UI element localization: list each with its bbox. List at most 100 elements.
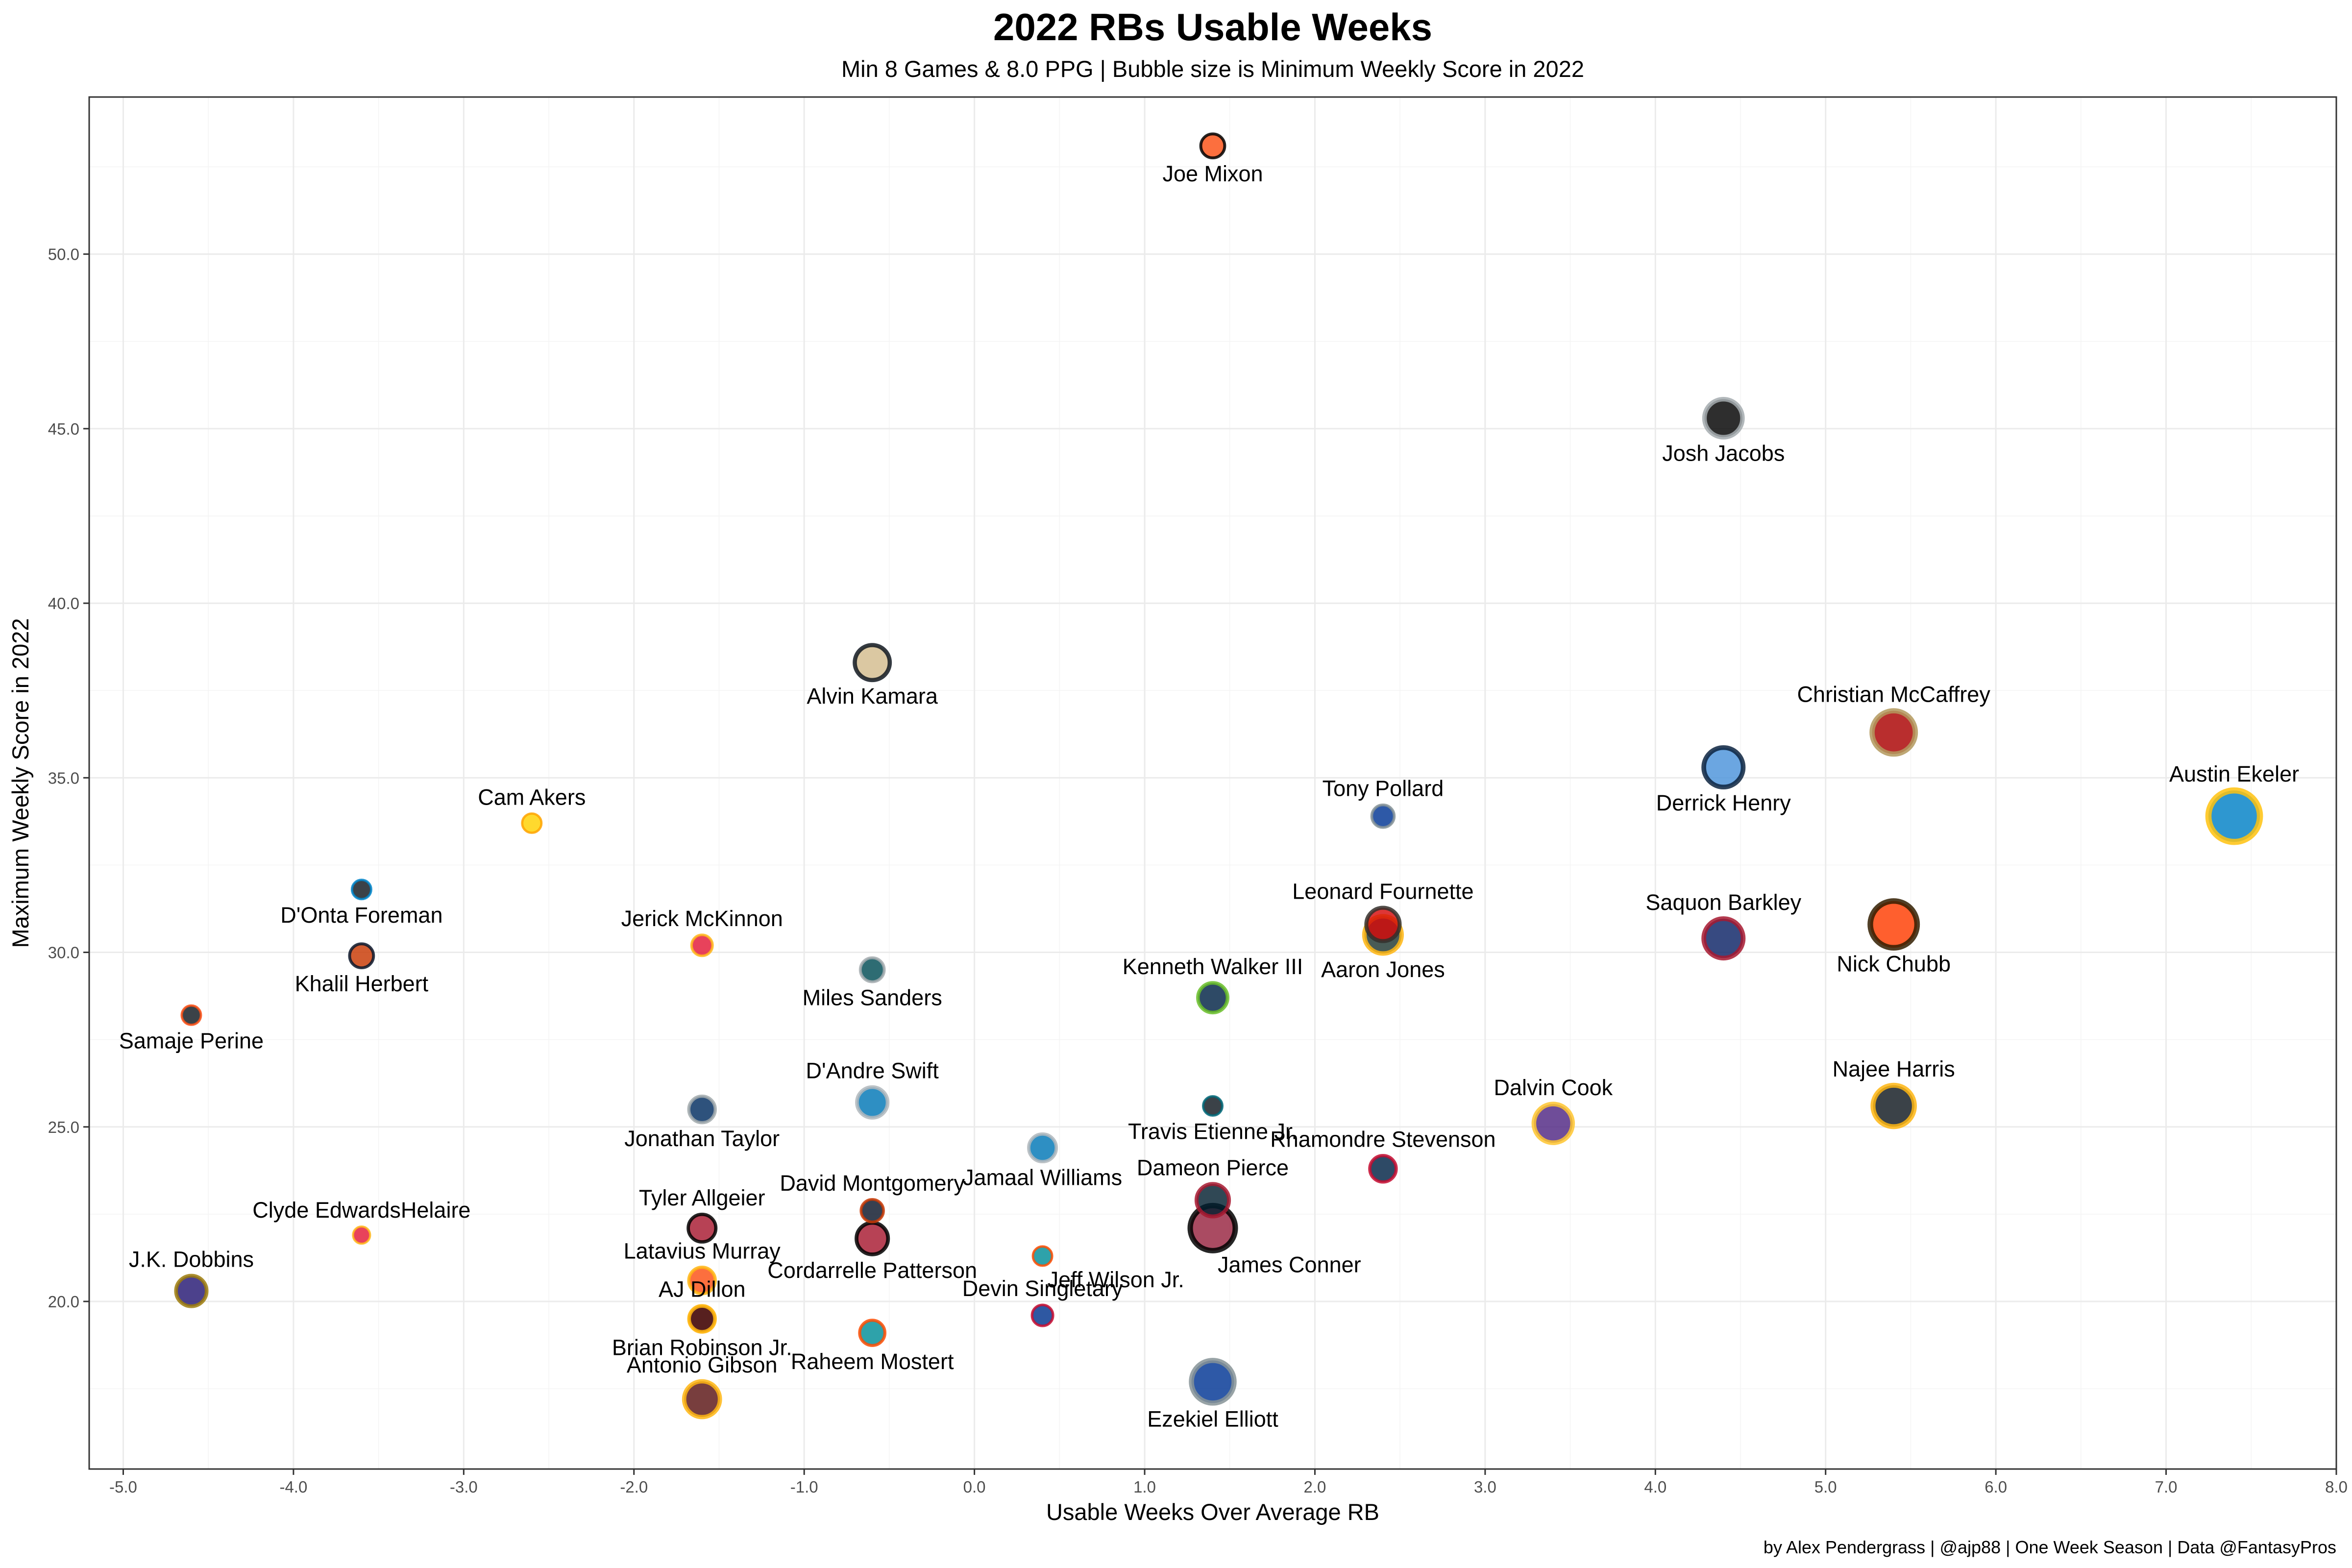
- data-point: [1368, 1154, 1398, 1184]
- point-label: Saquon Barkley: [1645, 890, 1801, 915]
- point-label: Nick Chubb: [1837, 951, 1951, 976]
- x-tick-label: 2.0: [1304, 1478, 1326, 1496]
- x-tick-label: 1.0: [1133, 1478, 1156, 1496]
- point-label: Khalil Herbert: [295, 971, 429, 996]
- data-point: [521, 812, 543, 834]
- y-tick-label: 30.0: [48, 944, 79, 962]
- data-points: [174, 132, 2263, 1420]
- x-tick-label: 6.0: [1984, 1478, 2007, 1496]
- point-label: Travis Etienne Jr.: [1128, 1119, 1298, 1144]
- data-point: [180, 1004, 202, 1026]
- point-label: Jeff Wilson Jr.: [1048, 1267, 1184, 1292]
- point-label: Rhamondre Stevenson: [1270, 1127, 1495, 1152]
- y-tick-label: 50.0: [48, 245, 79, 264]
- y-tick-label: 45.0: [48, 420, 79, 438]
- point-label: D'Andre Swift: [806, 1058, 939, 1083]
- x-tick-label: 7.0: [2155, 1478, 2178, 1496]
- point-label: AJ Dillon: [659, 1277, 746, 1302]
- x-tick-label: -1.0: [790, 1478, 818, 1496]
- data-point: [1364, 906, 1402, 943]
- point-label: Dameon Pierce: [1137, 1155, 1289, 1180]
- point-label: Jamaal Williams: [963, 1165, 1122, 1190]
- y-tick-label: 25.0: [48, 1118, 79, 1136]
- data-point: [690, 933, 714, 957]
- data-point: [855, 1085, 890, 1120]
- point-labels: Joe Mixon Josh Jacobs Alvin Kamara Christia…: [119, 161, 2299, 1431]
- point-label: Jonathan Taylor: [624, 1126, 780, 1151]
- point-label: Derrick Henry: [1656, 790, 1791, 815]
- x-tick-label: 5.0: [1814, 1478, 1837, 1496]
- data-point: [1196, 981, 1229, 1015]
- x-tick-label: -2.0: [620, 1478, 648, 1496]
- x-tick-label: 8.0: [2325, 1478, 2348, 1496]
- point-label: D'Onta Foreman: [280, 903, 442, 928]
- x-tick-label: 0.0: [963, 1478, 986, 1496]
- data-point: [858, 1319, 887, 1348]
- data-point: [859, 1198, 885, 1224]
- point-label: Jerick McKinnon: [621, 906, 783, 931]
- point-label: Josh Jacobs: [1662, 441, 1785, 466]
- data-point: [853, 643, 892, 683]
- x-tick-label: -3.0: [450, 1478, 478, 1496]
- point-label: J.K. Dobbins: [129, 1247, 254, 1272]
- data-point: [1870, 1082, 1917, 1129]
- data-point: [1701, 916, 1746, 961]
- point-label: Cam Akers: [478, 784, 586, 809]
- data-point: [682, 1379, 722, 1420]
- data-point: [174, 1274, 209, 1308]
- data-point: [1202, 1095, 1224, 1117]
- point-label: Leonard Fournette: [1292, 879, 1473, 904]
- data-point: [1702, 397, 1745, 440]
- data-point: [1701, 745, 1746, 789]
- x-tick-label: -5.0: [109, 1478, 137, 1496]
- point-label: Joe Mixon: [1162, 161, 1263, 186]
- chart-subtitle: Min 8 Games & 8.0 PPG | Bubble size is M…: [841, 56, 1584, 82]
- y-axis: 20.0 25.0 30.0 35.0 40.0 45.0 50.0: [48, 245, 89, 1311]
- data-point: [855, 1221, 890, 1256]
- data-point: [1030, 1303, 1054, 1327]
- point-label: Devin Singletary: [962, 1276, 1123, 1301]
- plot-border: [88, 96, 2337, 1470]
- y-tick-label: 20.0: [48, 1293, 79, 1311]
- chart-caption: by Alex Pendergrass | @ajp88 | One Week …: [1764, 1537, 2336, 1557]
- data-point: [350, 879, 372, 901]
- point-label: Alvin Kamara: [807, 684, 938, 709]
- point-label: Brian Robinson Jr.: [612, 1335, 792, 1360]
- data-point: [687, 1304, 716, 1333]
- y-tick-label: 40.0: [48, 594, 79, 612]
- x-tick-label: -4.0: [279, 1478, 307, 1496]
- data-point: [1867, 898, 1920, 951]
- data-point: [1531, 1102, 1575, 1145]
- point-label: James Conner: [1218, 1252, 1361, 1277]
- data-point: [352, 1225, 371, 1245]
- point-label: Dalvin Cook: [1494, 1075, 1613, 1100]
- point-label: Tony Pollard: [1323, 776, 1444, 801]
- point-label: Christian McCaffrey: [1797, 682, 1991, 707]
- data-point: [687, 1266, 717, 1296]
- data-point: [1189, 1358, 1237, 1406]
- point-label: Aaron Jones: [1321, 957, 1445, 982]
- data-point: [858, 956, 886, 983]
- y-axis-label: Maximum Weekly Score in 2022: [7, 618, 33, 948]
- x-tick-label: 4.0: [1644, 1478, 1666, 1496]
- data-point: [1027, 1132, 1058, 1164]
- x-axis-label: Usable Weeks Over Average RB: [1046, 1499, 1379, 1525]
- data-point: [687, 1094, 717, 1125]
- data-point: [1869, 708, 1918, 757]
- x-tick-label: 3.0: [1474, 1478, 1496, 1496]
- data-point: [686, 1212, 718, 1244]
- point-label: Latavius Murray: [624, 1238, 781, 1263]
- data-point: [1199, 132, 1226, 160]
- data-point: [2205, 787, 2263, 845]
- point-label: Najee Harris: [1833, 1056, 1955, 1081]
- data-point: [1031, 1245, 1054, 1267]
- point-label: David Montgomery: [780, 1171, 965, 1196]
- plot-panel: [89, 97, 2336, 1469]
- point-label: Kenneth Walker III: [1123, 954, 1303, 979]
- grid-lines: [89, 97, 2336, 1469]
- point-label: Cordarrelle Patterson: [767, 1258, 977, 1283]
- x-axis: -5.0 -4.0 -3.0 -2.0 -1.0 0.0 1.0 2.0 3.0 4.0 5.0 6.…: [109, 1469, 2348, 1496]
- data-point: [1370, 803, 1396, 829]
- point-label: Austin Ekeler: [2169, 761, 2299, 786]
